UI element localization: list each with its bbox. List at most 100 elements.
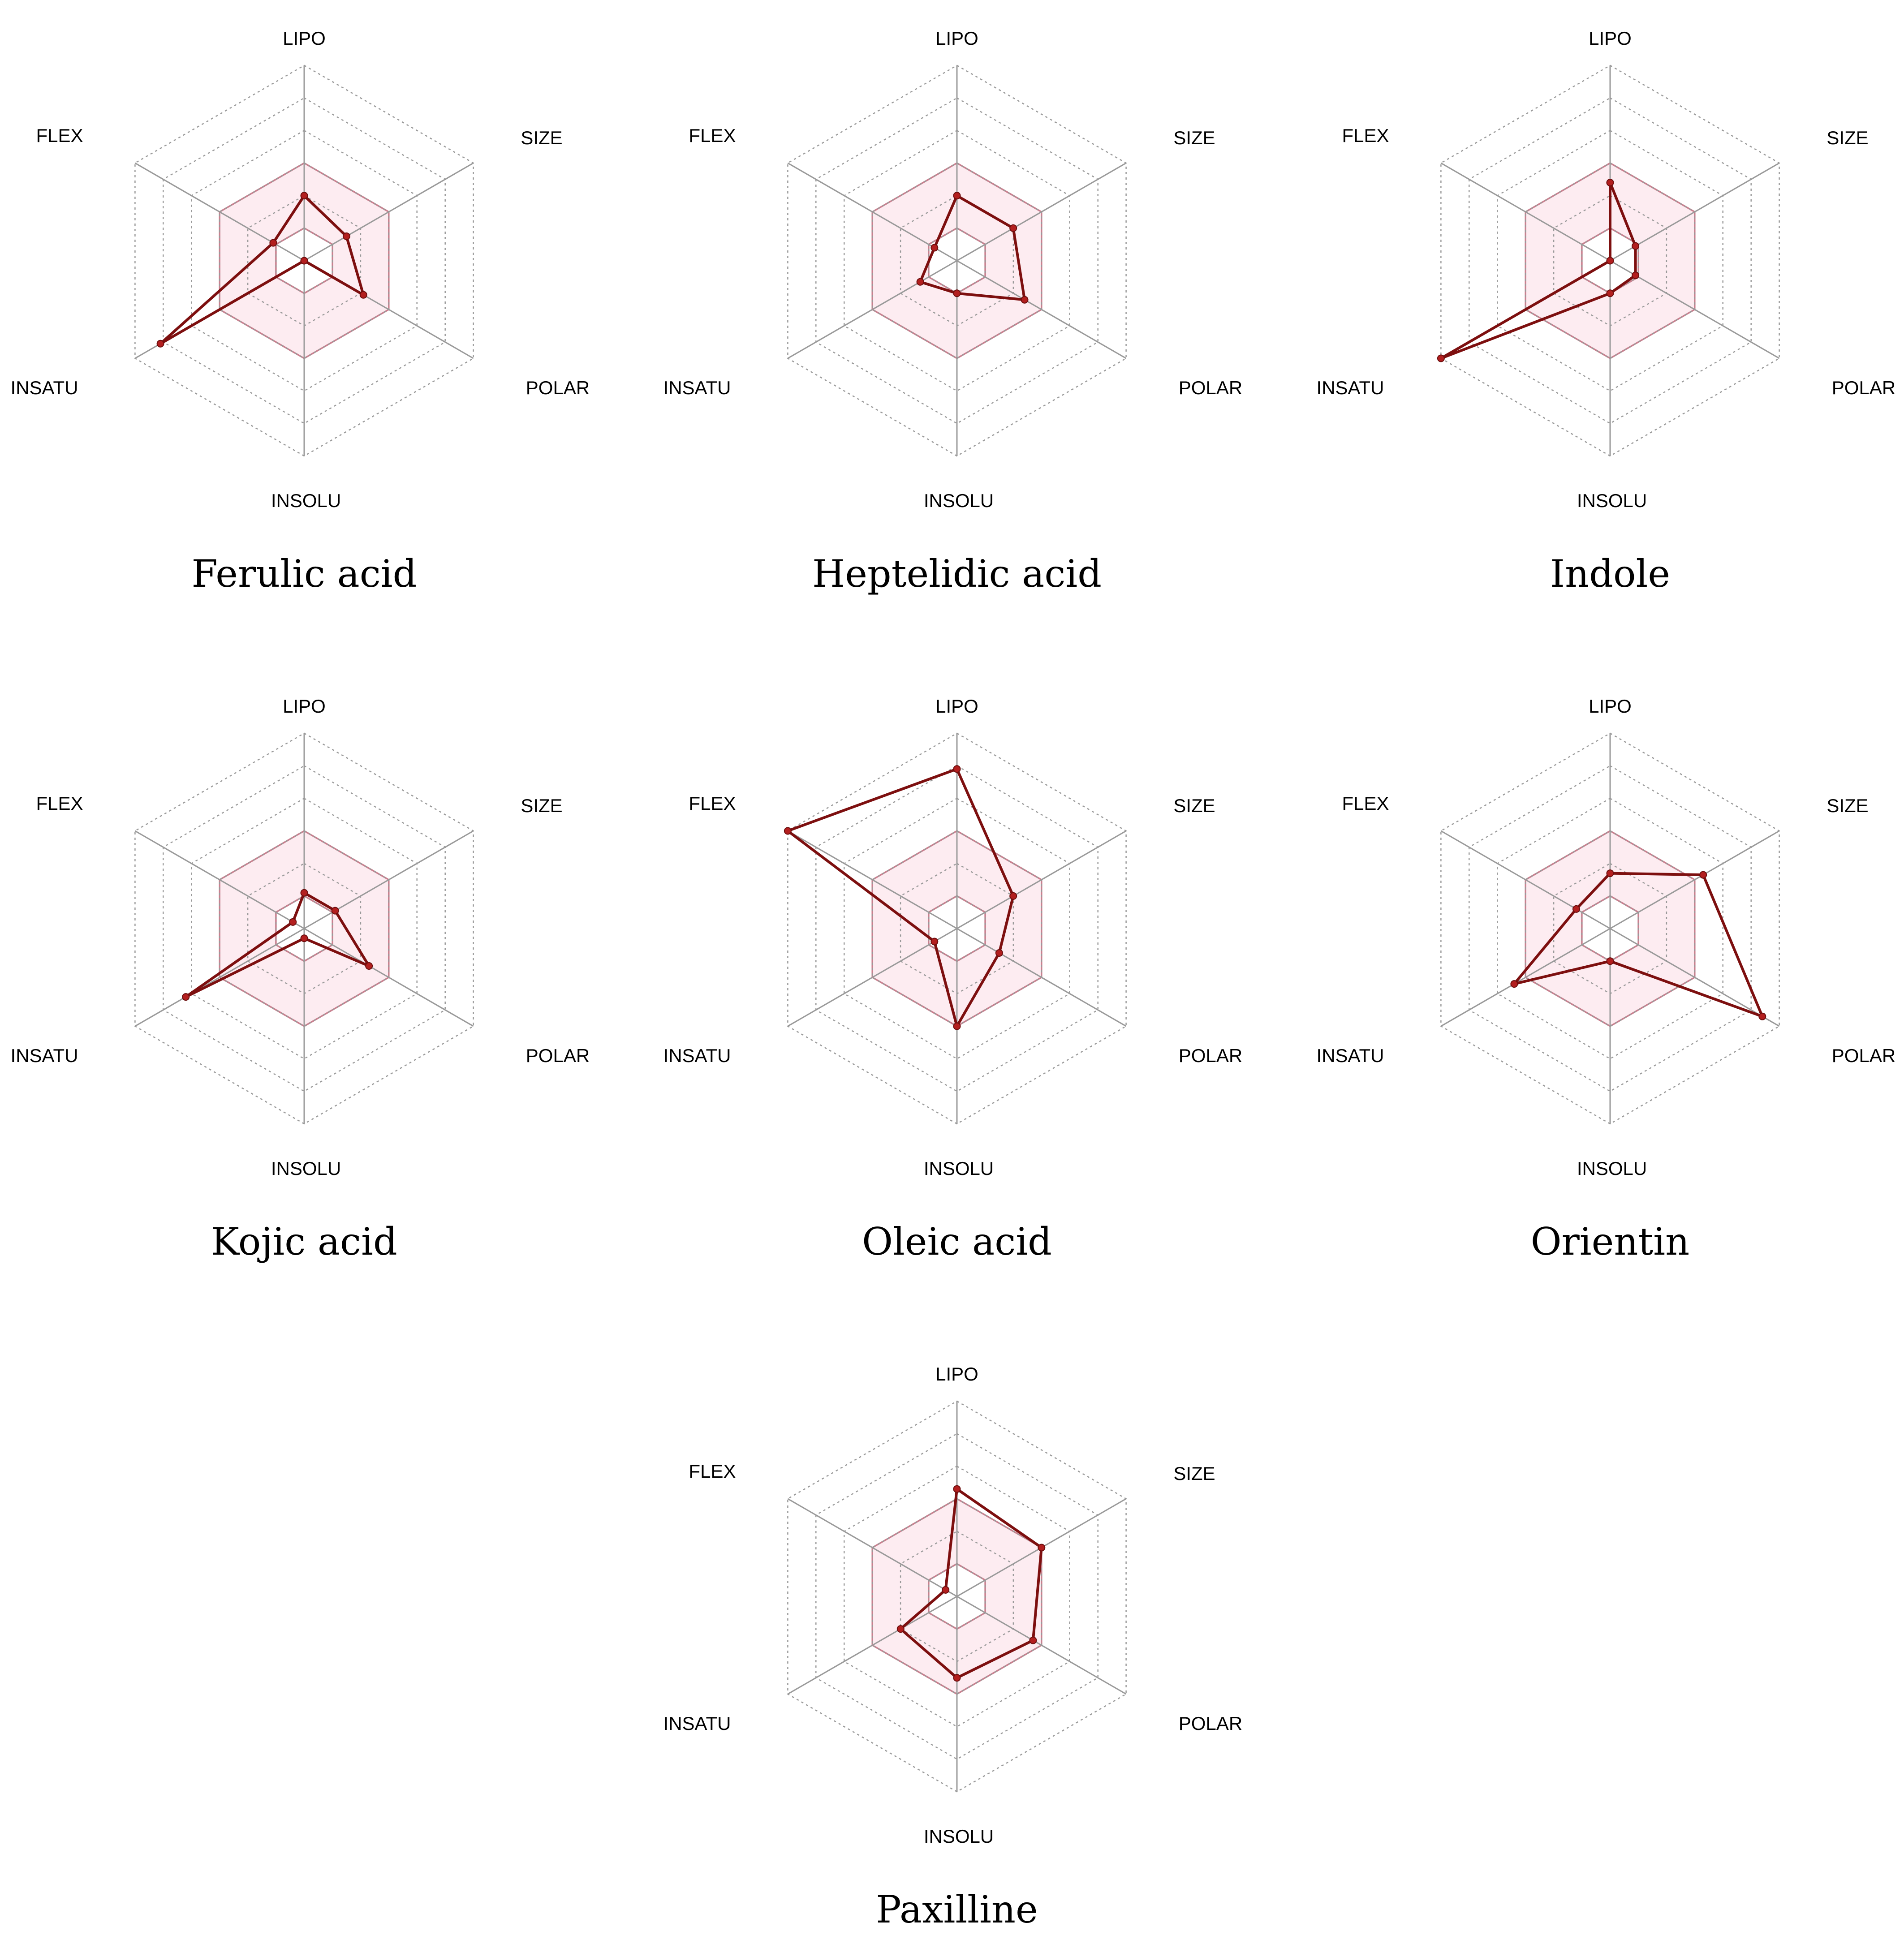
data-point-lipo: [953, 192, 961, 200]
data-point-insolu: [953, 1674, 961, 1682]
data-point-insatu: [156, 340, 164, 348]
data-point-insolu: [300, 257, 308, 265]
axis-label-flex: FLEX: [689, 1461, 736, 1482]
axis-spoke: [956, 260, 1127, 359]
axis-spoke: [787, 162, 957, 262]
axis-label-size: SIZE: [1826, 795, 1868, 816]
axis-label-flex: FLEX: [36, 793, 83, 814]
axis-spoke: [787, 1498, 957, 1597]
axis-label-insolu: INSOLU: [271, 490, 341, 511]
axis-label-insatu: INSATU: [1317, 377, 1384, 398]
data-point-lipo: [300, 889, 308, 897]
axis-label-size: SIZE: [1173, 1463, 1215, 1484]
data-point-size: [342, 232, 350, 240]
axis-spoke: [1610, 830, 1780, 929]
axis-label-lipo: LIPO: [1589, 28, 1632, 49]
data-point-lipo: [953, 1485, 961, 1493]
axis-label-size: SIZE: [521, 795, 562, 816]
data-point-lipo: [1606, 869, 1614, 877]
radar-chart-heptelidic-acid: LIPO SIZE POLAR INSOLU INSATU FLEX Heptelidic …: [663, 28, 1243, 596]
axis-label-flex: FLEX: [1342, 125, 1389, 146]
axis-spoke: [1440, 830, 1611, 929]
axis-spoke: [1440, 928, 1611, 1027]
data-point-polar: [1632, 271, 1640, 280]
data-point-insolu: [1606, 289, 1614, 297]
data-point-lipo: [300, 192, 308, 200]
data-point-flex: [784, 827, 792, 835]
axis-spoke: [134, 928, 305, 1027]
data-point-insatu: [1437, 354, 1445, 362]
axis-label-size: SIZE: [521, 127, 562, 148]
data-point-insolu: [1606, 957, 1614, 965]
axis-label-size: SIZE: [1826, 127, 1868, 148]
axis-label-insatu: INSATU: [663, 1045, 731, 1066]
axis-label-insatu: INSATU: [663, 1713, 731, 1734]
axis-spoke: [956, 1596, 1127, 1695]
data-point-flex: [289, 918, 297, 926]
axis-label-polar: POLAR: [526, 1045, 590, 1066]
data-point-size: [1699, 871, 1707, 879]
axis-label-insolu: INSOLU: [271, 1158, 341, 1179]
data-point-size: [1009, 224, 1017, 232]
data-point-insatu: [1510, 980, 1518, 988]
chart-title: Ferulic acid: [192, 552, 417, 596]
data-point-insatu: [896, 1625, 905, 1633]
chart-title: Indole: [1550, 552, 1670, 596]
axis-spoke: [956, 928, 1127, 1027]
chart-title: Heptelidic acid: [812, 552, 1102, 596]
data-point-polar: [359, 291, 367, 299]
axis-spoke: [134, 830, 305, 929]
axis-spoke: [787, 260, 957, 359]
axis-spoke: [1440, 162, 1611, 262]
data-point-insatu: [916, 278, 924, 286]
radar-chart-oleic-acid: LIPO SIZE POLAR INSOLU INSATU FLEX Oleic acid: [663, 696, 1243, 1264]
data-point-size: [1038, 1544, 1046, 1552]
axis-label-insolu: INSOLU: [924, 1158, 994, 1179]
axis-label-insolu: INSOLU: [1577, 1158, 1647, 1179]
axis-label-flex: FLEX: [689, 793, 736, 814]
data-point-size: [1009, 892, 1017, 900]
axis-spoke: [787, 830, 957, 929]
axis-spoke: [956, 162, 1127, 262]
chart-title: Orientin: [1531, 1220, 1689, 1264]
axis-spoke: [1610, 928, 1780, 1027]
radar-chart-indole: LIPO SIZE POLAR INSOLU INSATU FLEX Indole: [1317, 28, 1896, 596]
radar-chart-kojic-acid: LIPO SIZE POLAR INSOLU INSATU FLEX Kojic acid: [11, 696, 590, 1264]
data-point-flex: [1606, 257, 1614, 265]
axis-spoke: [304, 928, 474, 1027]
data-point-insatu: [930, 938, 939, 946]
chart-title: Kojic acid: [211, 1220, 397, 1264]
data-point-size: [331, 907, 339, 915]
axis-label-size: SIZE: [1173, 795, 1215, 816]
data-point-flex: [930, 244, 939, 252]
axis-label-polar: POLAR: [1832, 377, 1895, 398]
axis-label-lipo: LIPO: [935, 28, 978, 49]
axis-spoke: [787, 928, 957, 1027]
chart-title: Oleic acid: [862, 1220, 1052, 1264]
axis-label-size: SIZE: [1173, 127, 1215, 148]
data-point-flex: [269, 239, 277, 247]
axis-label-polar: POLAR: [1832, 1045, 1895, 1066]
axis-label-flex: FLEX: [1342, 793, 1389, 814]
data-point-insolu: [953, 1022, 961, 1030]
axis-label-lipo: LIPO: [1589, 696, 1632, 717]
data-point-flex: [1572, 905, 1580, 913]
data-point-polar: [365, 962, 373, 970]
axis-label-insatu: INSATU: [663, 377, 731, 398]
data-point-polar: [1021, 296, 1029, 304]
radar-chart-ferulic-acid: LIPO SIZE POLAR INSOLU INSATU FLEX Ferulic aci…: [11, 28, 590, 596]
data-point-insatu: [182, 993, 190, 1001]
axis-label-polar: POLAR: [1179, 377, 1242, 398]
axis-label-insolu: INSOLU: [924, 1826, 994, 1847]
axis-spoke: [304, 162, 474, 262]
data-point-lipo: [953, 765, 961, 773]
data-point-insolu: [953, 289, 961, 297]
axis-spoke: [787, 1596, 957, 1695]
chart-title: Paxilline: [876, 1888, 1038, 1931]
data-point-lipo: [1606, 179, 1614, 187]
axis-label-lipo: LIPO: [283, 28, 326, 49]
axis-label-flex: FLEX: [689, 125, 736, 146]
axis-label-insolu: INSOLU: [924, 490, 994, 511]
axis-label-polar: POLAR: [526, 377, 590, 398]
radar-chart-paxilline: LIPO SIZE POLAR INSOLU INSATU FLEX Paxilline: [663, 1363, 1243, 1931]
